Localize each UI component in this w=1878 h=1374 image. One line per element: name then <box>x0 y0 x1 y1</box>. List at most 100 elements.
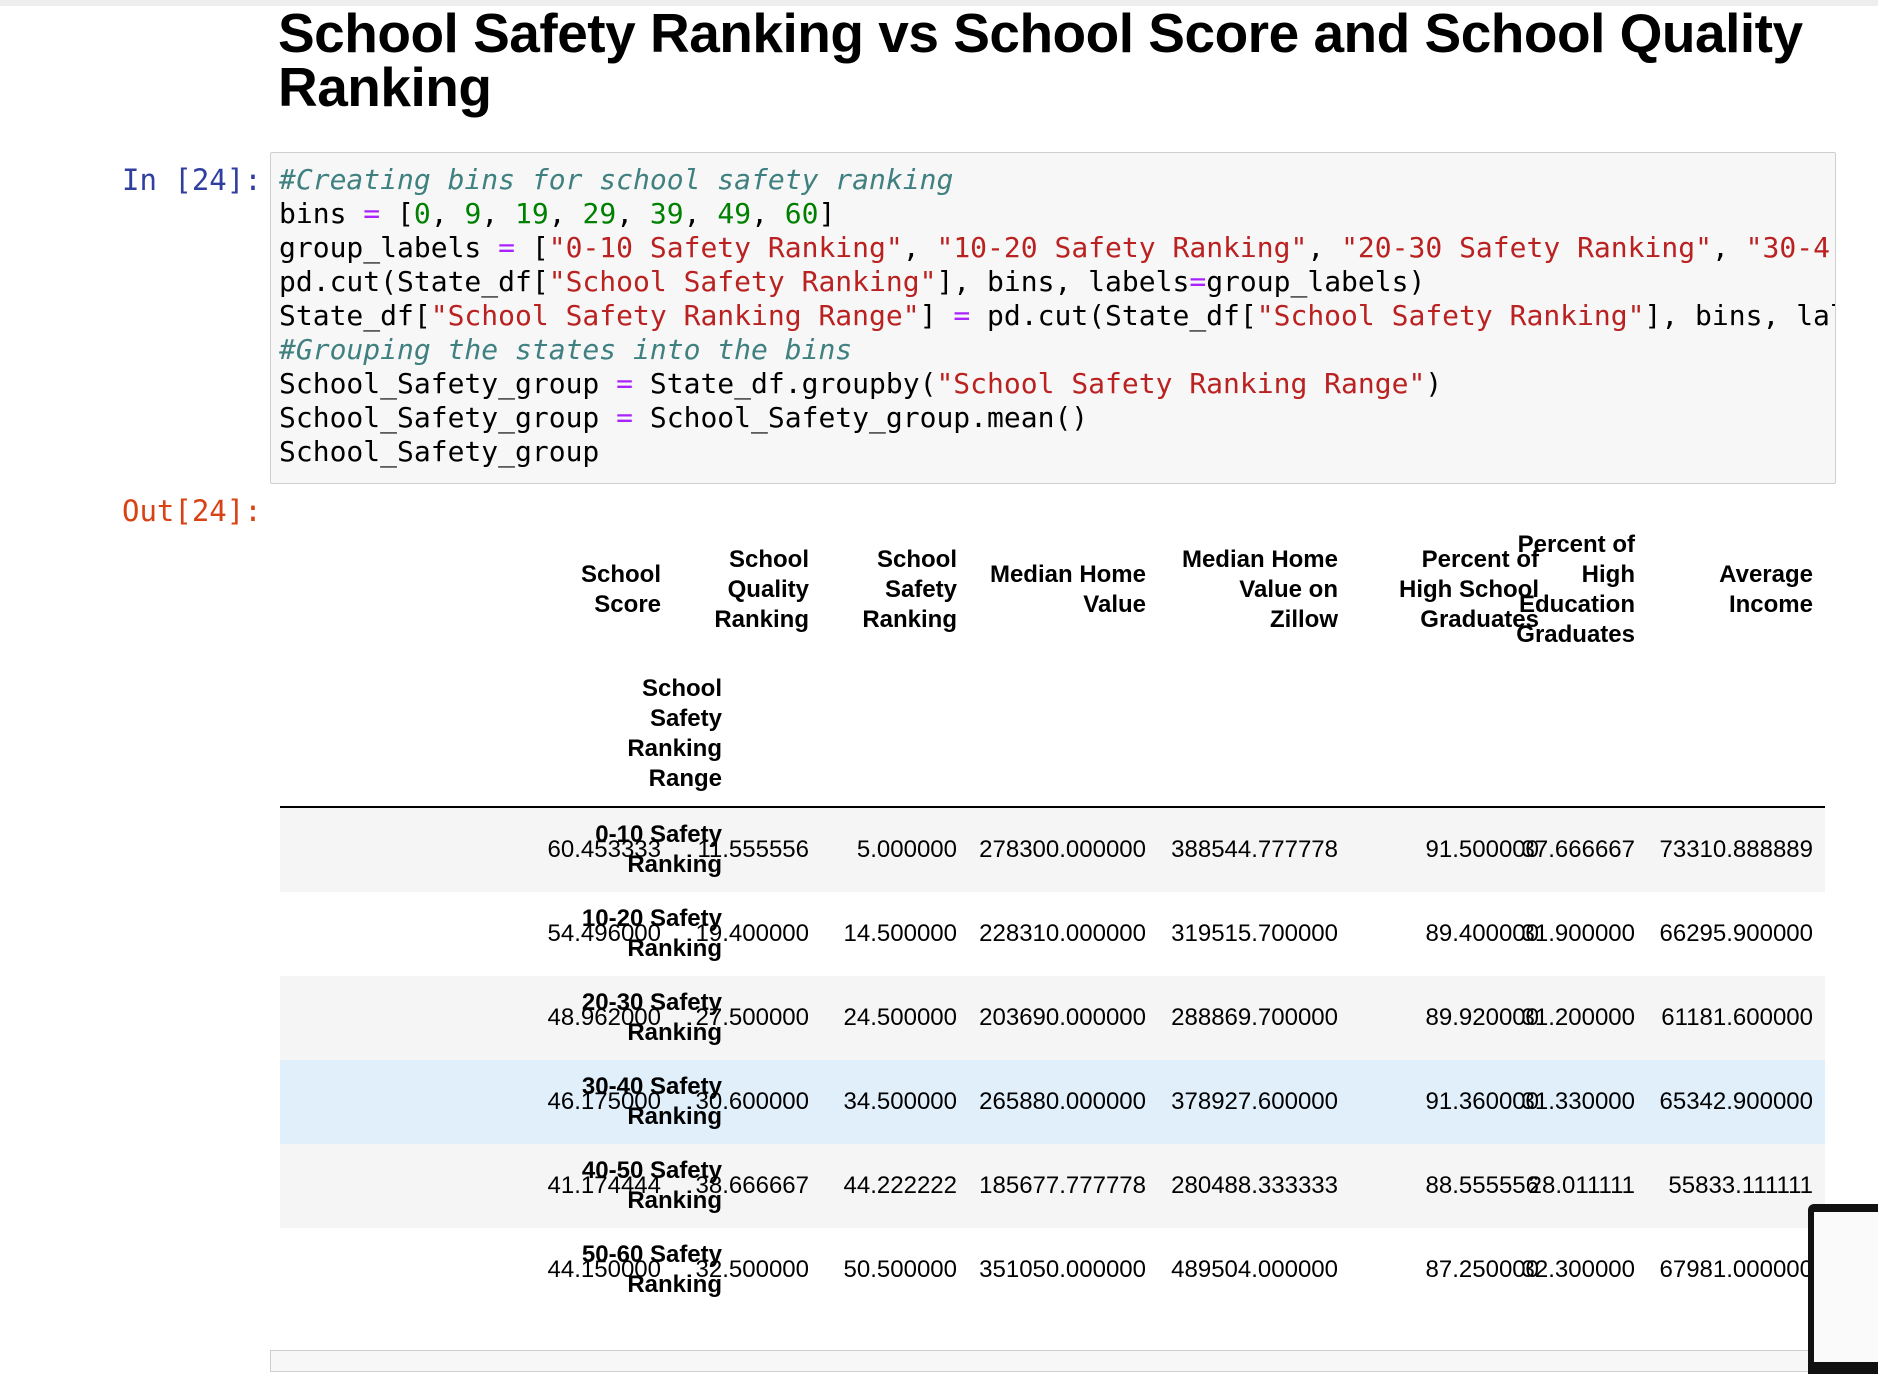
table-cell: 91.500000 <box>1425 836 1539 863</box>
table-cell: 60.453333 <box>547 836 661 863</box>
table-cell: 489504.000000 <box>1171 1256 1338 1283</box>
table-cell: 44.222222 <box>843 1172 957 1199</box>
table-cell: 14.500000 <box>843 920 957 947</box>
code-string: "10-20 Safety Ranking" <box>936 231 1308 264</box>
code-operator: = <box>1189 265 1207 298</box>
code-editor[interactable]: #Creating bins for school safety ranking… <box>279 163 1836 469</box>
table-row: 10-20 Safety Ranking 54.496000 19.400000… <box>280 892 1825 976</box>
code-string: "School Safety Ranking" <box>548 265 937 298</box>
table-cell: 65342.900000 <box>1659 1088 1814 1115</box>
code-token: School_Safety_group <box>279 401 617 434</box>
table-cell: 19.400000 <box>695 920 809 947</box>
row-label: 40-50 Safety Ranking <box>581 1157 722 1214</box>
code-token: bins <box>279 197 364 230</box>
table-cell: 280488.333333 <box>1171 1172 1338 1199</box>
table-cell: 32.300000 <box>1521 1256 1635 1283</box>
column-header: School Score <box>580 561 661 618</box>
table-cell: 44.150000 <box>547 1256 661 1283</box>
table-cell: 228310.000000 <box>979 920 1146 947</box>
column-header: Median Home Value <box>989 561 1146 618</box>
table-cell: 87.250000 <box>1425 1256 1539 1283</box>
code-number: 49 <box>717 197 752 230</box>
next-code-cell[interactable] <box>270 1350 1836 1372</box>
table-cell: 46.175000 <box>547 1088 661 1115</box>
code-token: group_labels <box>279 231 499 264</box>
code-token: State_df.groupby( <box>633 367 937 400</box>
table-cell: 48.962000 <box>547 1004 661 1031</box>
table-row: 50-60 Safety Ranking 44.150000 32.500000… <box>280 1228 1825 1312</box>
table-cell: 54.496000 <box>547 920 661 947</box>
table-cell: 24.500000 <box>843 1004 957 1031</box>
table-cell: 265880.000000 <box>979 1088 1146 1115</box>
code-token: pd.cut(State_df[ <box>279 265 549 298</box>
code-token: [ <box>380 197 414 230</box>
table-cell: 38.666667 <box>695 1172 809 1199</box>
code-token: School_Safety_group.mean() <box>633 401 1089 434</box>
table-cell: 66295.900000 <box>1659 920 1814 947</box>
table-cell: 61181.600000 <box>1661 1004 1813 1031</box>
table-row: 40-50 Safety Ranking 41.174444 38.666667… <box>280 1144 1825 1228</box>
code-string: "30-4 <box>1745 231 1830 264</box>
code-number: 29 <box>582 197 617 230</box>
table-cell: 203690.000000 <box>979 1004 1146 1031</box>
code-string: "20-30 Safety Ranking" <box>1341 231 1712 264</box>
code-comment: #Creating bins for school safety ranking <box>279 163 954 196</box>
code-number: 19 <box>515 197 549 230</box>
table-cell: 27.500000 <box>695 1004 809 1031</box>
column-header: Percent of High Education Graduates <box>1516 531 1635 648</box>
table-cell: 31.330000 <box>1521 1088 1635 1115</box>
code-token: State_df[ <box>279 299 431 332</box>
table-row: 20-30 Safety Ranking 48.962000 27.500000… <box>280 976 1825 1060</box>
code-number: 0 <box>413 197 431 230</box>
table-cell: 37.666667 <box>1521 836 1635 863</box>
column-header: Percent of High School Graduates <box>1399 546 1539 633</box>
table-cell: 73310.888889 <box>1659 836 1814 863</box>
top-bar <box>0 0 1878 6</box>
code-number: 60 <box>784 197 819 230</box>
code-token: pd.cut(State_df[ <box>970 299 1257 332</box>
code-token: [ <box>515 231 549 264</box>
column-header: Average Income <box>1719 561 1813 618</box>
table-cell: 351050.000000 <box>979 1256 1146 1283</box>
table-cell: 91.360000 <box>1425 1088 1539 1115</box>
code-cell[interactable]: #Creating bins for school safety ranking… <box>270 152 1836 484</box>
table-cell: 89.920000 <box>1425 1004 1539 1031</box>
table-cell: 378927.600000 <box>1171 1088 1338 1115</box>
table-cell: 319515.700000 <box>1171 920 1338 947</box>
table-cell: 89.400000 <box>1425 920 1539 947</box>
row-label: 30-40 Safety Ranking <box>581 1073 722 1130</box>
table-header: School Score School Quality Ranking Scho… <box>280 520 1825 808</box>
table-cell: 31.900000 <box>1521 920 1635 947</box>
table-cell: 288869.700000 <box>1171 1004 1338 1031</box>
code-operator: = <box>953 299 971 332</box>
code-string: "School Safety Ranking" <box>1256 299 1645 332</box>
code-token: ], bins, lal <box>1644 299 1836 332</box>
code-token: ], bins, labels <box>936 265 1190 298</box>
screenshot-thumbnail[interactable] <box>1808 1204 1878 1374</box>
table-row: 0-10 Safety Ranking 60.453333 11.555556 … <box>280 808 1825 892</box>
code-comment: #Grouping the states into the bins <box>279 333 853 366</box>
table-cell: 28.011111 <box>1528 1172 1635 1199</box>
code-token: ) <box>1425 367 1443 400</box>
table-cell: 5.000000 <box>856 836 957 863</box>
code-token: School_Safety_group <box>279 367 617 400</box>
code-operator: = <box>498 231 516 264</box>
code-operator: = <box>616 367 634 400</box>
code-token: group_labels) <box>1206 265 1426 298</box>
section-heading: School Safety Ranking vs School Score an… <box>278 2 1803 118</box>
table-cell: 88.555556 <box>1425 1172 1539 1199</box>
code-number: 9 <box>464 197 482 230</box>
output-prompt: Out[24]: <box>122 494 262 528</box>
row-label: 50-60 Safety Ranking <box>581 1241 722 1298</box>
code-string: "0-10 Safety Ranking" <box>548 231 903 264</box>
index-name: School Safety Ranking Range <box>627 675 722 792</box>
code-operator: = <box>363 197 381 230</box>
table-cell: 55833.111111 <box>1668 1172 1813 1199</box>
column-header: Median Home Value on Zillow <box>1181 546 1338 633</box>
table-cell: 388544.777778 <box>1171 836 1338 863</box>
code-string: "School Safety Ranking Range" <box>936 367 1426 400</box>
code-number: 39 <box>649 197 684 230</box>
input-prompt: In [24]: <box>122 163 262 197</box>
table-cell: 11.555556 <box>697 836 809 863</box>
table-cell: 30.600000 <box>695 1088 809 1115</box>
